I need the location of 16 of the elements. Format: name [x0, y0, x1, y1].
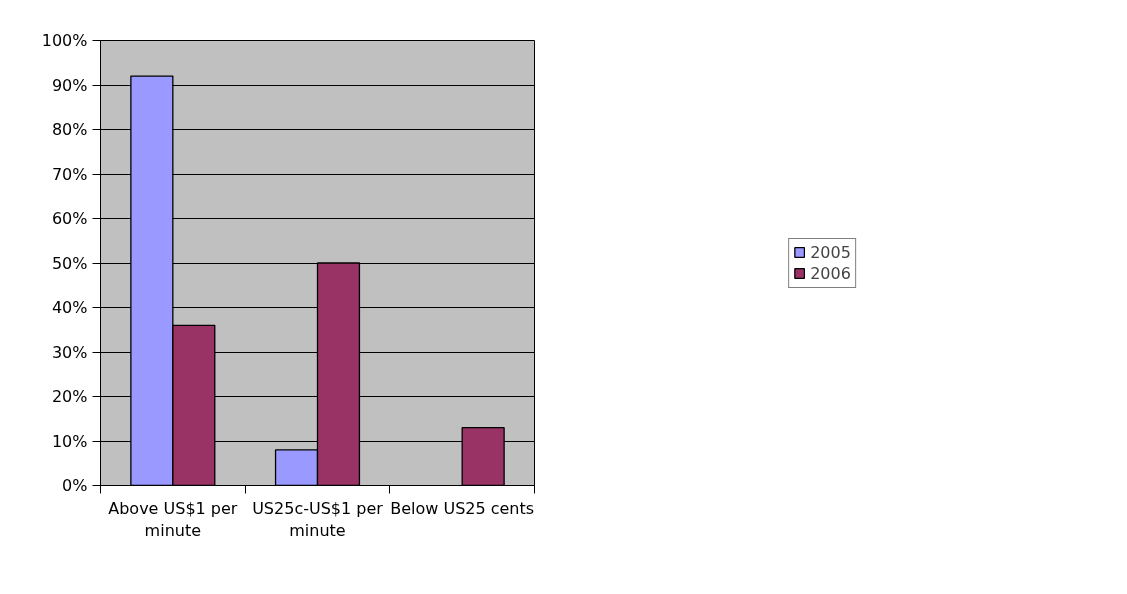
x-tick-label: Above US$1 per minute: [108, 498, 238, 541]
y-tick-label: 20%: [51, 387, 88, 406]
y-tick-label: 60%: [51, 209, 88, 228]
y-tick-label: 10%: [51, 431, 88, 451]
y-tick-label: 90%: [51, 75, 88, 95]
y-tick-label: 30%: [51, 342, 88, 362]
y-tick-label: 80%: [51, 120, 88, 139]
y-tick-label: 40%: [51, 298, 88, 317]
y-tick-label: 0%: [62, 476, 88, 495]
legend-label: 2006: [810, 263, 851, 283]
y-tick-label: 70%: [51, 164, 88, 184]
legend-label: 2005: [810, 242, 851, 262]
y-tick-label: 50%: [51, 253, 88, 273]
x-tick-label: US25c-US$1 per minute: [252, 498, 384, 541]
y-tick-label: 100%: [41, 31, 88, 50]
x-tick-label: Below US25 cents: [390, 498, 535, 518]
